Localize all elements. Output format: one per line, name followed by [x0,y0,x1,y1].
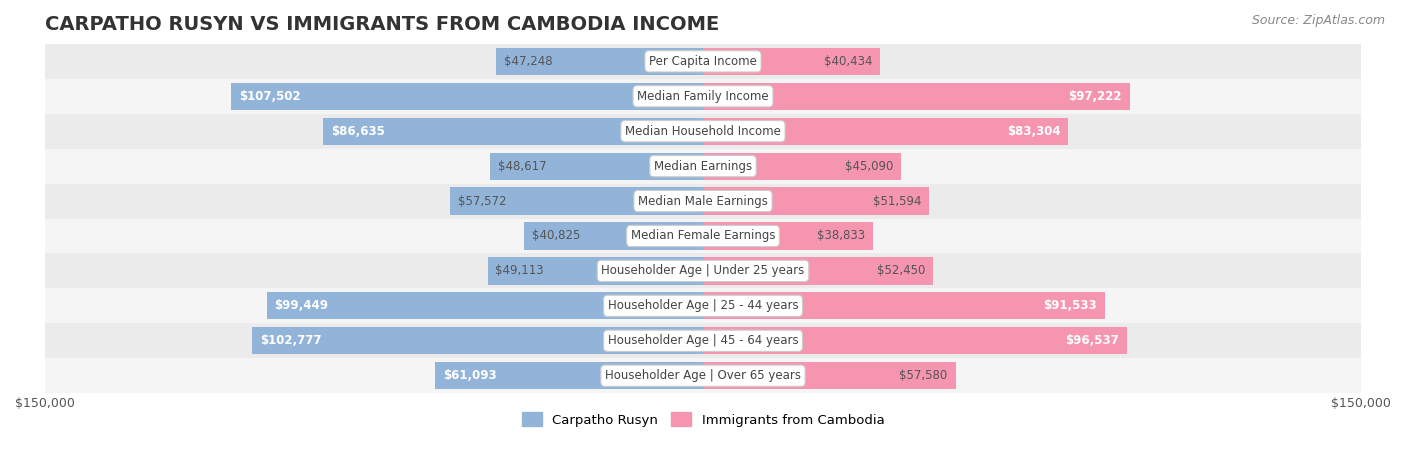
Bar [45,254,1361,289]
Bar [703,118,1069,145]
Text: CARPATHO RUSYN VS IMMIGRANTS FROM CAMBODIA INCOME: CARPATHO RUSYN VS IMMIGRANTS FROM CAMBOD… [45,15,720,34]
Bar [45,289,1361,323]
Text: Source: ZipAtlas.com: Source: ZipAtlas.com [1251,14,1385,27]
Text: $61,093: $61,093 [443,369,496,382]
Text: $57,572: $57,572 [458,195,506,207]
Bar [524,222,703,250]
Bar [703,292,1105,319]
Bar [45,44,1361,79]
Text: $86,635: $86,635 [330,125,385,138]
Text: Median Earnings: Median Earnings [654,160,752,173]
Bar [703,83,1129,110]
Bar [703,187,929,215]
Text: $99,449: $99,449 [274,299,329,312]
Bar [703,222,873,250]
Text: $96,537: $96,537 [1064,334,1119,347]
Text: Householder Age | Under 25 years: Householder Age | Under 25 years [602,264,804,277]
Bar [45,114,1361,149]
Text: Median Female Earnings: Median Female Earnings [631,229,775,242]
Bar [450,187,703,215]
Text: Per Capita Income: Per Capita Income [650,55,756,68]
Text: Householder Age | 25 - 44 years: Householder Age | 25 - 44 years [607,299,799,312]
Bar [703,362,956,389]
Text: $45,090: $45,090 [845,160,893,173]
Bar [267,292,703,319]
Text: $40,434: $40,434 [824,55,873,68]
Bar [45,184,1361,219]
Legend: Carpatho Rusyn, Immigrants from Cambodia: Carpatho Rusyn, Immigrants from Cambodia [516,407,890,432]
Text: Median Family Income: Median Family Income [637,90,769,103]
Bar [703,48,880,75]
Bar [45,149,1361,184]
Bar [45,358,1361,393]
Bar [434,362,703,389]
Bar [703,153,901,180]
Text: $38,833: $38,833 [817,229,866,242]
Text: Median Household Income: Median Household Income [626,125,780,138]
Bar [45,79,1361,114]
Text: $49,113: $49,113 [495,264,544,277]
Text: $97,222: $97,222 [1069,90,1122,103]
Bar [496,48,703,75]
Text: $47,248: $47,248 [503,55,553,68]
Text: $91,533: $91,533 [1043,299,1097,312]
Text: Householder Age | 45 - 64 years: Householder Age | 45 - 64 years [607,334,799,347]
Bar [703,257,934,284]
Text: $51,594: $51,594 [873,195,921,207]
Bar [703,327,1126,354]
Bar [489,153,703,180]
Text: $107,502: $107,502 [239,90,301,103]
Bar [45,323,1361,358]
Text: $40,825: $40,825 [531,229,581,242]
Text: Householder Age | Over 65 years: Householder Age | Over 65 years [605,369,801,382]
Text: $48,617: $48,617 [498,160,547,173]
Text: Median Male Earnings: Median Male Earnings [638,195,768,207]
Text: $83,304: $83,304 [1007,125,1060,138]
Text: $102,777: $102,777 [260,334,322,347]
Bar [252,327,703,354]
Bar [232,83,703,110]
Bar [323,118,703,145]
Bar [488,257,703,284]
Text: $52,450: $52,450 [877,264,925,277]
Bar [45,219,1361,254]
Text: $57,580: $57,580 [900,369,948,382]
